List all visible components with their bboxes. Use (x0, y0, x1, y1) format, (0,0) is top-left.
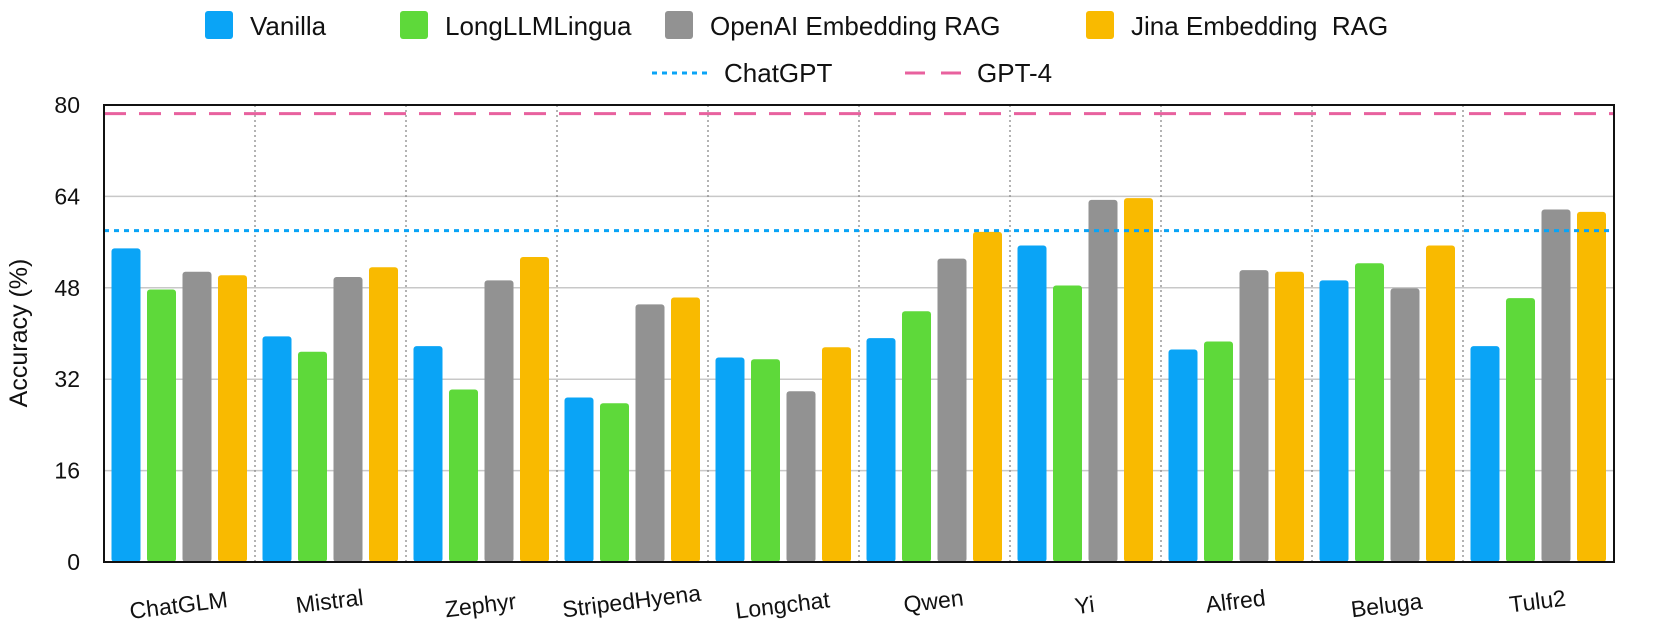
bar-openai-embedding-rag-beluga (1390, 288, 1420, 562)
bar-jina-embedding-rag-qwen (973, 231, 1002, 562)
bar-longllmlingua-stripedhyena (600, 403, 629, 562)
x-tick-label: Qwen (902, 584, 965, 617)
bar-openai-embedding-rag-zephyr (484, 280, 514, 562)
bar-openai-embedding-rag-qwen (937, 258, 967, 562)
bar-longllmlingua-zephyr (449, 389, 478, 562)
plot-frame (103, 104, 1615, 563)
legend-label-vanilla: Vanilla (250, 11, 327, 41)
bar-vanilla-yi (1017, 245, 1047, 562)
bar-longllmlingua-mistral (298, 351, 327, 562)
x-tick-label: Tulu2 (1508, 585, 1567, 618)
bar-vanilla-chatglm (111, 248, 141, 563)
bar-longllmlingua-qwen (902, 311, 931, 562)
y-axis-label: Accuracy (%) (5, 259, 33, 408)
bar-openai-embedding-rag-yi (1088, 199, 1118, 562)
bar-vanilla-qwen (866, 338, 896, 562)
x-tick-label: Mistral (294, 584, 364, 618)
x-tick-label: Beluga (1349, 588, 1423, 623)
bar-vanilla-beluga (1319, 280, 1349, 562)
bar-vanilla-tulu2 (1470, 346, 1500, 562)
legend-label-jina-embedding-rag: Jina Embedding RAG (1131, 11, 1388, 41)
bar-openai-embedding-rag-mistral (333, 276, 363, 562)
x-tick-label: StripedHyena (561, 580, 703, 623)
y-tick-label: 48 (54, 275, 80, 301)
y-tick-label: 0 (67, 549, 80, 575)
bar-vanilla-mistral (262, 336, 292, 562)
bar-longllmlingua-yi (1053, 285, 1082, 562)
bar-longllmlingua-tulu2 (1506, 298, 1535, 562)
bar-openai-embedding-rag-stripedhyena (635, 304, 665, 562)
x-tick-label: Yi (1073, 591, 1096, 619)
bar-longllmlingua-longchat (751, 359, 780, 562)
bar-jina-embedding-rag-stripedhyena (671, 297, 700, 562)
legend: Vanilla LongLLMLingua OpenAI Embedding RAG… (205, 11, 1388, 88)
bar-longllmlingua-beluga (1355, 263, 1384, 562)
bar-jina-embedding-rag-chatglm (218, 275, 247, 562)
bar-longllmlingua-chatglm (147, 289, 176, 562)
bar-vanilla-longchat (715, 357, 745, 562)
y-tick-label: 80 (54, 92, 80, 118)
legend-swatch-jina-embedding-rag (1086, 11, 1114, 39)
legend-label-gpt-4: GPT-4 (977, 58, 1052, 88)
legend-swatch-longllmlingua (400, 11, 428, 39)
bar-jina-embedding-rag-zephyr (520, 256, 549, 562)
bar-jina-embedding-rag-longchat (822, 347, 851, 562)
x-tick-label: Zephyr (443, 588, 518, 623)
bar-openai-embedding-rag-alfred (1239, 270, 1269, 562)
bar-jina-embedding-rag-alfred (1275, 271, 1304, 562)
legend-swatch-openai-embedding-rag (665, 11, 693, 39)
bar-openai-embedding-rag-chatglm (182, 271, 212, 562)
bar-vanilla-stripedhyena (564, 397, 594, 562)
x-tick-label: Alfred (1204, 584, 1267, 617)
legend-label-chatgpt: ChatGPT (724, 58, 832, 88)
bar-jina-embedding-rag-tulu2 (1577, 211, 1606, 563)
y-tick-label: 64 (54, 183, 80, 209)
x-tick-label: ChatGLM (128, 586, 229, 624)
bar-openai-embedding-rag-longchat (786, 391, 816, 562)
bar-jina-embedding-rag-mistral (369, 267, 398, 562)
plot-area: 0 16 32 48 64 80 ChatGLM Mistral Zephyr StripedHy… (54, 92, 1615, 624)
bar-longllmlingua-alfred (1204, 341, 1233, 562)
legend-label-longllmlingua: LongLLMLingua (445, 11, 632, 41)
bar-jina-embedding-rag-yi (1124, 198, 1153, 562)
legend-swatch-vanilla (205, 11, 233, 39)
bar-vanilla-zephyr (413, 346, 443, 562)
x-tick-label: Longchat (734, 586, 832, 623)
legend-label-openai-embedding-rag: OpenAI Embedding RAG (710, 11, 1001, 41)
y-tick-label: 16 (54, 458, 80, 484)
bar-vanilla-alfred (1168, 349, 1198, 562)
bar-openai-embedding-rag-tulu2 (1541, 209, 1571, 562)
y-tick-label: 32 (54, 366, 80, 392)
bar-jina-embedding-rag-beluga (1426, 245, 1455, 562)
